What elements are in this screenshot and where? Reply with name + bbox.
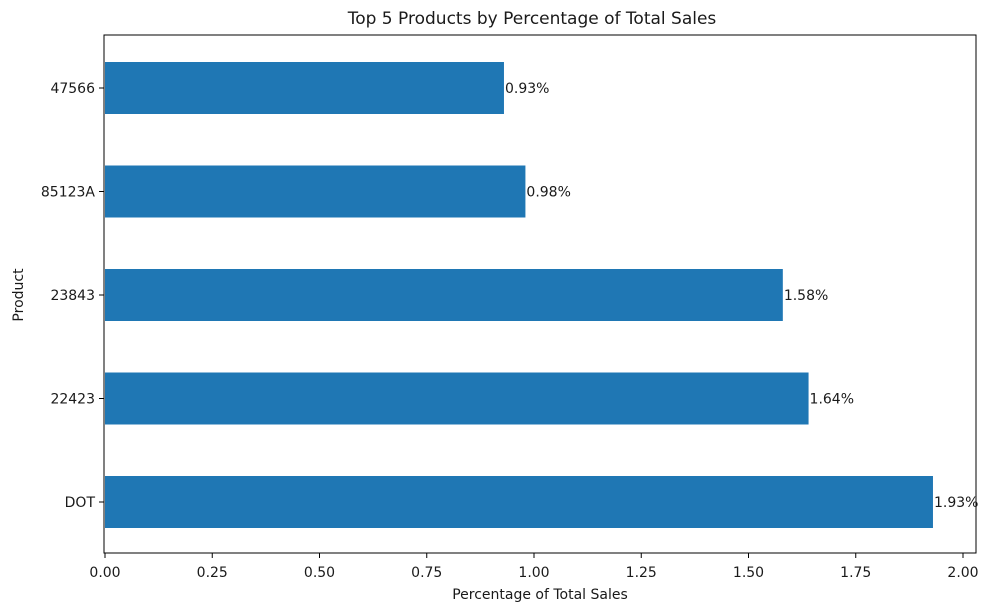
bars-group bbox=[105, 62, 933, 528]
y-tick-label: 23843 bbox=[50, 288, 95, 304]
y-tick-label: 47566 bbox=[50, 81, 95, 97]
y-tick-label: 85123A bbox=[41, 185, 96, 201]
x-tick-label: 1.75 bbox=[840, 565, 871, 581]
x-tick-label: 0.25 bbox=[197, 565, 228, 581]
x-tick-label: 1.50 bbox=[733, 565, 764, 581]
plot-area bbox=[103, 34, 977, 554]
bar-DOT bbox=[105, 476, 933, 528]
y-tick-label: 22423 bbox=[50, 392, 95, 408]
bar-47566 bbox=[105, 62, 504, 114]
y-axis-label: Product bbox=[11, 268, 27, 322]
data-label-23843: 1.58% bbox=[784, 288, 828, 304]
y-axis-ticks: DOT 22423 23843 85123A 47566 bbox=[41, 81, 104, 511]
x-tick-label: 0.00 bbox=[89, 565, 120, 581]
data-labels-group: 1.93% 1.64% 1.58% 0.98% 0.93% bbox=[505, 81, 978, 511]
bar-23843 bbox=[105, 269, 783, 321]
x-tick-label: 2.00 bbox=[947, 565, 978, 581]
bar-85123A bbox=[105, 165, 526, 218]
x-tick-label: 1.25 bbox=[626, 565, 657, 581]
chart-title: Top 5 Products by Percentage of Total Sa… bbox=[347, 9, 717, 29]
y-tick-label: DOT bbox=[65, 495, 96, 511]
x-axis-label: Percentage of Total Sales bbox=[452, 587, 628, 603]
x-tick-label: 0.75 bbox=[411, 565, 442, 581]
x-axis-ticks: 0.00 0.25 0.50 0.75 1.00 1.25 1.50 1.75 2.00 bbox=[89, 553, 979, 581]
x-tick-label: 0.50 bbox=[304, 565, 335, 581]
data-label-85123A: 0.98% bbox=[526, 185, 570, 201]
data-label-22423: 1.64% bbox=[810, 392, 854, 408]
bar-22423 bbox=[105, 372, 809, 425]
data-label-47566: 0.93% bbox=[505, 81, 549, 97]
data-label-DOT: 1.93% bbox=[934, 495, 978, 511]
x-tick-label: 1.00 bbox=[518, 565, 549, 581]
